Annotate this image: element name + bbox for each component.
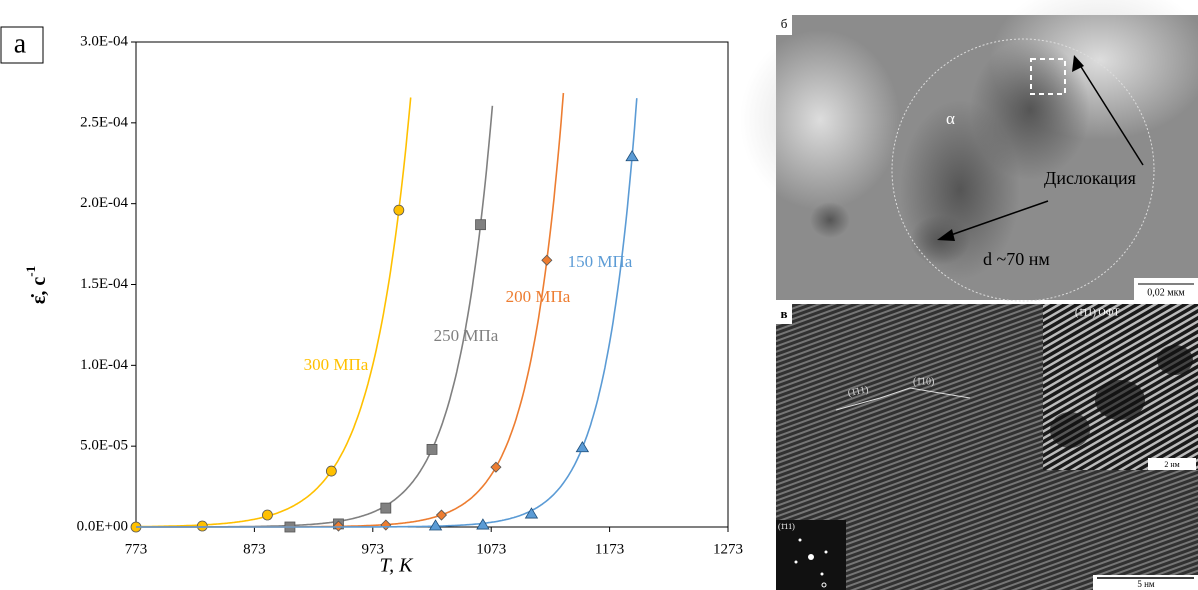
x-tick-label: 1073 (476, 541, 506, 557)
inset-title: (1̄11) ОФТ (1075, 307, 1120, 318)
scale-label: 0,02 мкм (1147, 287, 1185, 298)
fft-spot (821, 573, 824, 576)
body: a T, K ε̇, с-1 б α Дислокация d ~70 нм 0… (0, 0, 1198, 590)
data-point (381, 520, 391, 530)
x-tick-label: 1173 (595, 541, 624, 557)
x-tick-label: 773 (125, 541, 148, 557)
x-axis-label: T, K (380, 555, 415, 577)
y-tick-label: 1.0E-04 (80, 357, 128, 373)
data-point (427, 444, 437, 454)
texture (1050, 412, 1090, 448)
fft-spot (808, 554, 814, 560)
series-label: 250 МПа (434, 326, 499, 345)
texture (810, 202, 850, 238)
data-point (326, 466, 336, 476)
fft-spot (795, 561, 798, 564)
figure: a T, K ε̇, с-1 б α Дислокация d ~70 нм 0… (0, 0, 1198, 590)
y-tick-label: 2.5E-04 (80, 114, 128, 130)
fit-curve (136, 106, 492, 527)
data-point (542, 255, 552, 265)
y-axis-label-main: ε̇, с (28, 277, 50, 305)
y-tick-label: 5.0E-05 (80, 438, 128, 454)
data-point (430, 520, 442, 530)
scale-label: 5 нм (1137, 579, 1155, 589)
fft-spot (825, 551, 828, 554)
data-point (394, 205, 404, 215)
phase-label: α (946, 109, 955, 128)
y-axis-label: ε̇, с-1 (23, 266, 50, 304)
plane-label: (1̄10) (913, 376, 934, 387)
y-axis-label-sup: -1 (23, 266, 38, 277)
texture (1157, 345, 1193, 375)
panel-b: б α Дислокация d ~70 нм 0,02 мкм (740, 0, 1198, 301)
y-tick-label: 2.0E-04 (80, 195, 128, 211)
y-tick-label: 1.5E-04 (80, 276, 128, 292)
fit-curve (136, 98, 411, 527)
y-tick-label: 0.0E+00 (77, 518, 128, 534)
texture (740, 30, 900, 210)
data-point (626, 151, 638, 161)
fit-curve (136, 98, 637, 527)
texture (1095, 380, 1145, 420)
series-label: 300 МПа (304, 355, 369, 374)
x-tick-label: 1273 (713, 541, 743, 557)
data-point (197, 521, 207, 531)
arrow-label: Дислокация (1044, 168, 1136, 188)
x-tick-label: 873 (243, 541, 266, 557)
data-point (381, 503, 391, 513)
data-point (262, 510, 272, 520)
data-point (436, 510, 446, 520)
panel-label: в (780, 306, 787, 321)
size-label: d ~70 нм (983, 249, 1050, 269)
scale-label: 2 нм (1164, 460, 1179, 469)
series-label: 150 МПа (568, 252, 633, 271)
panel-c: в (1̄11) (1̄10) (1̄11) ОФТ 2 нм (1̄11) 5… (776, 304, 1198, 590)
page: Figure {"chart_data": {"type": "scatter"… (0, 0, 1198, 590)
fit-curve (136, 93, 563, 527)
series-label: 200 МПа (506, 287, 571, 306)
fft-label: (1̄11) (778, 522, 795, 531)
data-point (576, 442, 588, 452)
fft-spot (799, 539, 802, 542)
panel-label: a (14, 28, 27, 59)
x-tick-label: 973 (362, 541, 385, 557)
data-point (476, 220, 486, 230)
panel-label: б (781, 16, 788, 31)
data-point (491, 462, 501, 472)
y-tick-label: 3.0E-04 (80, 33, 128, 49)
